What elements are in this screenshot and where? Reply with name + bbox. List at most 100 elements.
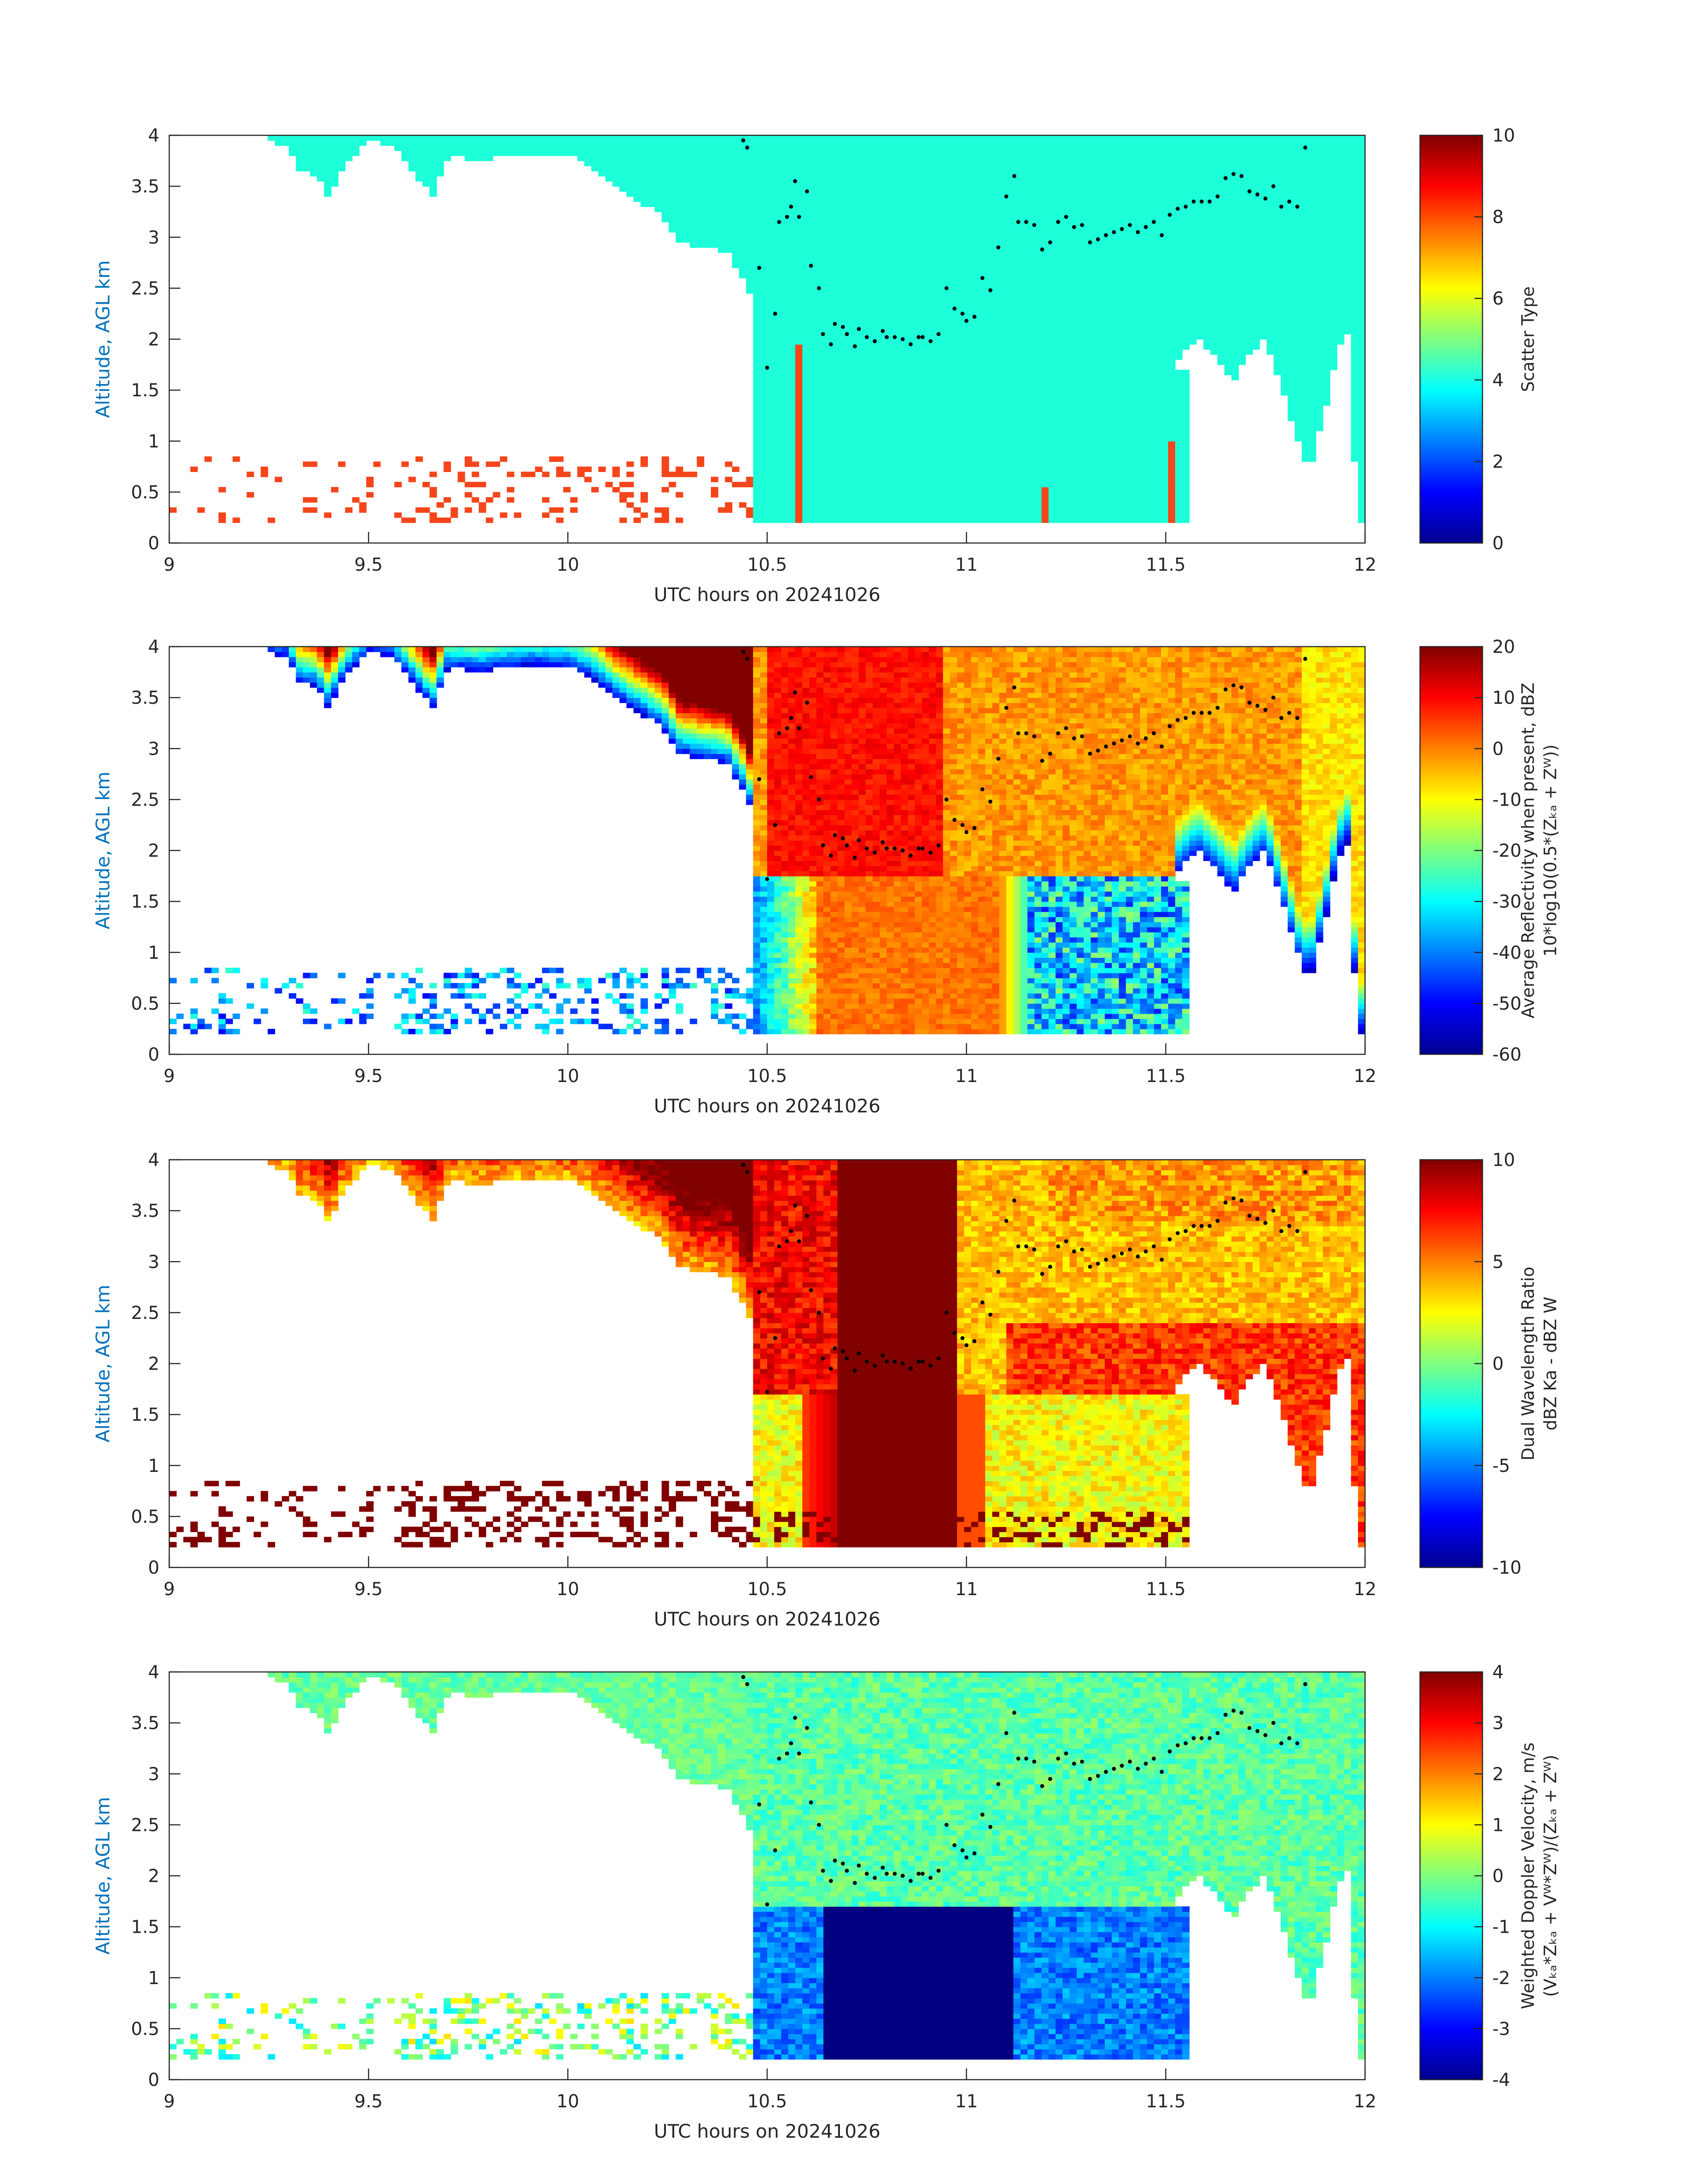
- heatmap-cell: [1069, 150, 1077, 156]
- heatmap-cell: [725, 146, 733, 151]
- heatmap-cell: [901, 410, 908, 416]
- heatmap-cell: [760, 513, 768, 518]
- heatmap-cell: [1020, 258, 1028, 263]
- heatmap-cell: [978, 283, 986, 288]
- heatmap-cell: [640, 181, 648, 187]
- heatmap-cell: [802, 288, 810, 293]
- heatmap-cell: [1056, 201, 1063, 207]
- heatmap-cell: [1013, 446, 1021, 451]
- heatmap-cell: [1084, 135, 1091, 141]
- heatmap-cell: [802, 441, 810, 447]
- heatmap-cell: [1098, 258, 1105, 263]
- heatmap-cell: [978, 477, 986, 482]
- heatmap-cell: [873, 242, 880, 248]
- heatmap-cell: [1112, 431, 1119, 436]
- heatmap-cell: [859, 441, 866, 447]
- heatmap-cell: [831, 176, 838, 181]
- heatmap-cell: [823, 451, 831, 457]
- heatmap-cell: [810, 186, 817, 192]
- heatmap-cell: [1027, 161, 1035, 166]
- heatmap-cell: [1069, 135, 1077, 141]
- heatmap-cell: [1112, 355, 1119, 360]
- heatmap-cell: [1035, 135, 1042, 141]
- heatmap-cell: [1041, 421, 1049, 426]
- heatmap-cell: [957, 421, 965, 426]
- heatmap-cell: [1013, 298, 1021, 304]
- heatmap-cell: [1027, 395, 1035, 401]
- heatmap-cell: [985, 196, 993, 202]
- heatmap-cell: [1063, 273, 1070, 278]
- heatmap-cell: [816, 365, 824, 370]
- heatmap-cell: [781, 192, 789, 197]
- heatmap-cell: [1084, 436, 1091, 441]
- heatmap-cell: [936, 410, 944, 416]
- heatmap-cell: [690, 150, 697, 156]
- heatmap-cell: [901, 268, 908, 273]
- heatmap-cell: [880, 477, 887, 482]
- heatmap-cell: [957, 324, 965, 329]
- heatmap-cell: [1056, 283, 1063, 288]
- heatmap-cell: [760, 436, 768, 441]
- heatmap-cell: [725, 171, 733, 176]
- heatmap-cell: [788, 436, 796, 441]
- heatmap-cell: [760, 472, 768, 477]
- heatmap-cell: [697, 207, 705, 212]
- heatmap-cell: [767, 482, 775, 487]
- heatmap-cell: [1048, 431, 1056, 436]
- heatmap-cell: [866, 518, 873, 523]
- heatmap-cell: [1126, 135, 1133, 141]
- heatmap-cell: [1056, 370, 1063, 375]
- heatmap-cell: [324, 513, 332, 518]
- heatmap-cell: [753, 176, 761, 181]
- heatmap-cell: [943, 502, 951, 508]
- heatmap-cell: [831, 492, 838, 497]
- heatmap-cell: [887, 431, 894, 436]
- heatmap-cell: [873, 401, 880, 406]
- heatmap-cell: [1006, 426, 1014, 431]
- heatmap-cell: [823, 385, 831, 390]
- heatmap-cell: [1020, 304, 1028, 309]
- heatmap-cell: [760, 161, 768, 166]
- heatmap-cell: [711, 201, 718, 207]
- heatmap-cell: [788, 263, 796, 268]
- heatmap-cell: [275, 140, 282, 146]
- heatmap-cell: [859, 273, 866, 278]
- heatmap-cell: [950, 487, 958, 493]
- heatmap-cell: [430, 492, 437, 497]
- heatmap-cell: [1084, 186, 1091, 192]
- heatmap-cell: [1084, 319, 1091, 324]
- heatmap-cell: [810, 375, 817, 380]
- heatmap-cell: [894, 283, 902, 288]
- heatmap-cell: [1056, 446, 1063, 451]
- heatmap-cell: [753, 232, 761, 238]
- heatmap-cell: [1013, 186, 1021, 192]
- heatmap-cell: [1069, 461, 1077, 467]
- heatmap-cell: [1119, 304, 1127, 309]
- heatmap-cell: [711, 232, 718, 238]
- heatmap-cell: [922, 426, 930, 431]
- heatmap-cell: [640, 146, 648, 151]
- heatmap-cell: [535, 140, 543, 146]
- heatmap-cell: [816, 472, 824, 477]
- heatmap-cell: [866, 278, 873, 284]
- heatmap-cell: [1084, 156, 1091, 161]
- heatmap-cell: [901, 349, 908, 355]
- heatmap-cell: [767, 405, 775, 411]
- heatmap-cell: [887, 217, 894, 222]
- heatmap-cell: [430, 146, 437, 151]
- heatmap-cell: [647, 181, 655, 187]
- heatmap-cell: [978, 150, 986, 156]
- heatmap-cell: [1020, 283, 1028, 288]
- heatmap-cell: [1069, 456, 1077, 462]
- heatmap-cell: [859, 502, 866, 508]
- heatmap-cell: [992, 431, 1000, 436]
- heatmap-cell: [950, 518, 958, 523]
- heatmap-cell: [753, 401, 761, 406]
- heatmap-cell: [739, 212, 747, 217]
- heatmap-cell: [922, 436, 930, 441]
- heatmap-cell: [634, 135, 641, 141]
- heatmap-cell: [915, 416, 923, 421]
- heatmap-cell: [816, 446, 824, 451]
- heatmap-cell: [844, 135, 852, 141]
- heatmap-cell: [788, 467, 796, 472]
